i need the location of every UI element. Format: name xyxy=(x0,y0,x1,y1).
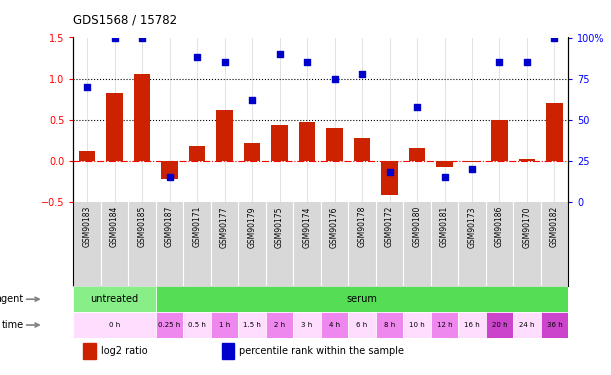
Text: 2 h: 2 h xyxy=(274,322,285,328)
Text: GSM90179: GSM90179 xyxy=(247,206,257,248)
Text: log2 ratio: log2 ratio xyxy=(101,346,147,356)
Point xyxy=(330,76,340,82)
Text: 3 h: 3 h xyxy=(301,322,313,328)
Text: GSM90185: GSM90185 xyxy=(137,206,147,248)
Text: 12 h: 12 h xyxy=(437,322,452,328)
Point xyxy=(467,166,477,172)
Bar xyxy=(73,312,156,338)
Text: 1 h: 1 h xyxy=(219,322,230,328)
Text: GSM90173: GSM90173 xyxy=(467,206,477,248)
Text: 0.5 h: 0.5 h xyxy=(188,322,206,328)
Bar xyxy=(541,312,568,338)
Text: 8 h: 8 h xyxy=(384,322,395,328)
Bar xyxy=(83,343,95,358)
Text: percentile rank within the sample: percentile rank within the sample xyxy=(239,346,404,356)
Point xyxy=(522,59,532,65)
Point xyxy=(110,34,120,40)
Text: GSM90181: GSM90181 xyxy=(440,206,449,247)
Text: GSM90171: GSM90171 xyxy=(192,206,202,248)
Point xyxy=(137,34,147,40)
Bar xyxy=(464,161,480,162)
Bar xyxy=(134,75,150,161)
Bar xyxy=(299,122,315,161)
Bar xyxy=(321,312,348,338)
Point xyxy=(302,59,312,65)
Bar xyxy=(271,125,288,161)
Bar xyxy=(211,312,238,338)
Text: GSM90182: GSM90182 xyxy=(550,206,559,247)
Text: GSM90180: GSM90180 xyxy=(412,206,422,248)
Text: GSM90177: GSM90177 xyxy=(220,206,229,248)
Text: agent: agent xyxy=(0,294,24,304)
Text: GSM90183: GSM90183 xyxy=(82,206,92,248)
Text: GSM90186: GSM90186 xyxy=(495,206,504,248)
Bar xyxy=(458,312,486,338)
Bar xyxy=(183,312,211,338)
Text: GSM90184: GSM90184 xyxy=(110,206,119,248)
Bar xyxy=(486,312,513,338)
Point xyxy=(192,54,202,60)
Point xyxy=(550,34,560,40)
Point xyxy=(82,84,92,90)
Text: GSM90174: GSM90174 xyxy=(302,206,312,248)
Bar xyxy=(546,103,563,161)
Bar xyxy=(106,93,123,161)
Text: 4 h: 4 h xyxy=(329,322,340,328)
Point xyxy=(440,174,450,180)
Point xyxy=(495,59,505,65)
Bar xyxy=(73,286,156,312)
Bar xyxy=(409,148,425,161)
Text: GSM90172: GSM90172 xyxy=(385,206,394,248)
Text: 24 h: 24 h xyxy=(519,322,535,328)
Text: GDS1568 / 15782: GDS1568 / 15782 xyxy=(73,13,177,26)
Text: GSM90176: GSM90176 xyxy=(330,206,339,248)
Text: GSM90187: GSM90187 xyxy=(165,206,174,248)
Text: GSM90175: GSM90175 xyxy=(275,206,284,248)
Text: time: time xyxy=(2,320,24,330)
Text: 36 h: 36 h xyxy=(547,322,562,328)
Bar xyxy=(348,312,376,338)
Bar xyxy=(491,120,508,161)
Bar xyxy=(293,312,321,338)
Bar xyxy=(513,312,541,338)
Bar xyxy=(381,161,398,195)
Bar xyxy=(436,161,453,167)
Text: 6 h: 6 h xyxy=(356,322,368,328)
Point xyxy=(220,59,230,65)
Text: GSM90170: GSM90170 xyxy=(522,206,532,248)
Bar xyxy=(403,312,431,338)
Point xyxy=(412,104,422,110)
Bar xyxy=(238,312,266,338)
Bar xyxy=(431,312,458,338)
Text: 20 h: 20 h xyxy=(492,322,507,328)
Point xyxy=(357,70,367,76)
Point xyxy=(247,97,257,103)
Bar xyxy=(161,161,178,179)
Text: GSM90178: GSM90178 xyxy=(357,206,367,248)
Bar xyxy=(222,343,234,358)
Bar xyxy=(519,159,535,161)
Bar xyxy=(326,128,343,161)
Bar xyxy=(189,146,205,161)
Text: 10 h: 10 h xyxy=(409,322,425,328)
Point xyxy=(165,174,175,180)
Text: 0 h: 0 h xyxy=(109,322,120,328)
Bar xyxy=(156,312,183,338)
Bar xyxy=(266,312,293,338)
Text: 1.5 h: 1.5 h xyxy=(243,322,261,328)
Point xyxy=(385,169,395,175)
Text: untreated: untreated xyxy=(90,294,139,304)
Bar xyxy=(354,138,370,161)
Text: 0.25 h: 0.25 h xyxy=(158,322,181,328)
Bar xyxy=(376,312,403,338)
Bar xyxy=(244,142,260,161)
Text: 16 h: 16 h xyxy=(464,322,480,328)
Bar xyxy=(156,286,568,312)
Bar xyxy=(79,151,95,161)
Text: serum: serum xyxy=(346,294,378,304)
Point xyxy=(275,51,285,57)
Bar xyxy=(216,110,233,161)
